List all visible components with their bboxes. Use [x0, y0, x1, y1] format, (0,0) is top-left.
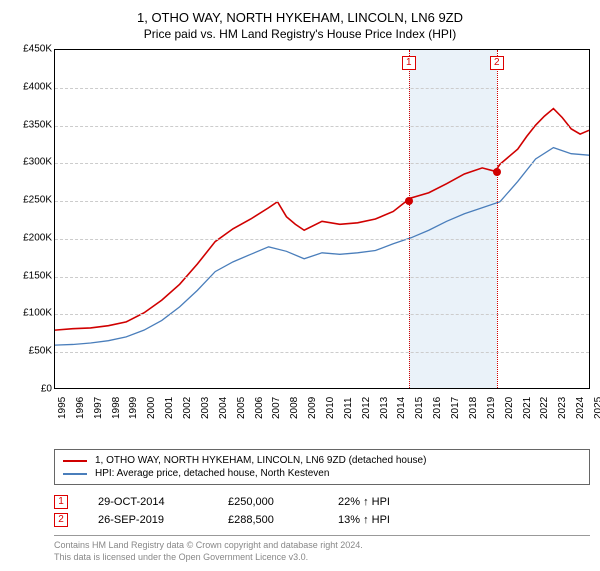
gridline	[55, 201, 589, 202]
gridline	[55, 352, 589, 353]
x-tick-label: 2023	[557, 397, 568, 419]
y-tick-label: £0	[41, 384, 52, 395]
y-tick-label: £100K	[23, 308, 52, 319]
gridline	[55, 88, 589, 89]
x-tick-label: 2014	[396, 397, 407, 419]
y-tick-label: £50K	[29, 346, 52, 357]
gridline	[55, 239, 589, 240]
chart-area: £0 £50K £100K £150K £200K £250K £300K £350K £400…	[10, 49, 590, 409]
x-axis: 1995199619971998199920002001200220032004…	[54, 389, 590, 409]
y-tick-label: £200K	[23, 232, 52, 243]
x-tick-label: 2004	[218, 397, 229, 419]
sale-delta: 22% ↑ HPI	[338, 496, 438, 508]
x-tick-label: 1995	[57, 397, 68, 419]
y-tick-label: £350K	[23, 119, 52, 130]
x-tick-label: 2002	[182, 397, 193, 419]
x-tick-label: 2000	[146, 397, 157, 419]
sale-delta: 13% ↑ HPI	[338, 514, 438, 526]
y-tick-label: £300K	[23, 157, 52, 168]
sale-price: £288,500	[228, 514, 308, 526]
x-tick-label: 1999	[128, 397, 139, 419]
x-tick-label: 2013	[379, 397, 390, 419]
gridline	[55, 126, 589, 127]
y-axis: £0£50K£100K£150K£200K£250K£300K£350K£400…	[10, 49, 54, 389]
event-line	[409, 50, 410, 388]
sales-table: 1 29-OCT-2014 £250,000 22% ↑ HPI 2 26-SEP-201…	[54, 493, 590, 529]
x-tick-label: 2019	[486, 397, 497, 419]
legend-item: HPI: Average price, detached house, Nort…	[63, 467, 581, 480]
x-tick-label: 2012	[361, 397, 372, 419]
x-tick-label: 1997	[93, 397, 104, 419]
chart-title: 1, OTHO WAY, NORTH HYKEHAM, LINCOLN, LN6…	[10, 10, 590, 25]
x-tick-label: 2016	[432, 397, 443, 419]
legend-label: HPI: Average price, detached house, Nort…	[95, 468, 329, 479]
plot-area: 12	[54, 49, 590, 389]
series-property	[55, 109, 589, 331]
sale-point	[405, 197, 413, 205]
legend-swatch	[63, 460, 87, 462]
x-tick-label: 2009	[307, 397, 318, 419]
gridline	[55, 277, 589, 278]
x-tick-label: 1996	[75, 397, 86, 419]
sale-marker: 1	[54, 495, 68, 509]
gridline	[55, 163, 589, 164]
sale-date: 29-OCT-2014	[98, 496, 198, 508]
x-tick-label: 2025	[593, 397, 600, 419]
sale-marker: 2	[54, 513, 68, 527]
x-tick-label: 2010	[325, 397, 336, 419]
sale-row: 1 29-OCT-2014 £250,000 22% ↑ HPI	[54, 493, 590, 511]
series-svg	[55, 50, 589, 388]
event-marker: 1	[402, 56, 416, 70]
x-tick-label: 2006	[254, 397, 265, 419]
footer-line2: This data is licensed under the Open Gov…	[54, 552, 590, 564]
x-tick-label: 2022	[539, 397, 550, 419]
y-tick-label: £250K	[23, 195, 52, 206]
x-tick-label: 2001	[164, 397, 175, 419]
x-tick-label: 2011	[343, 397, 354, 419]
x-tick-label: 2003	[200, 397, 211, 419]
footer-line1: Contains HM Land Registry data © Crown c…	[54, 540, 590, 552]
legend-label: 1, OTHO WAY, NORTH HYKEHAM, LINCOLN, LN6…	[95, 455, 426, 466]
event-line	[497, 50, 498, 388]
sale-point	[493, 168, 501, 176]
legend-swatch	[63, 473, 87, 475]
x-tick-label: 2021	[522, 397, 533, 419]
sale-date: 26-SEP-2019	[98, 514, 198, 526]
legend: 1, OTHO WAY, NORTH HYKEHAM, LINCOLN, LN6…	[54, 449, 590, 485]
x-tick-label: 2018	[468, 397, 479, 419]
chart-subtitle: Price paid vs. HM Land Registry's House …	[10, 27, 590, 41]
chart-container: 1, OTHO WAY, NORTH HYKEHAM, LINCOLN, LN6…	[0, 0, 600, 571]
x-tick-label: 2005	[236, 397, 247, 419]
sale-price: £250,000	[228, 496, 308, 508]
x-tick-label: 2020	[504, 397, 515, 419]
x-tick-label: 1998	[111, 397, 122, 419]
legend-item: 1, OTHO WAY, NORTH HYKEHAM, LINCOLN, LN6…	[63, 454, 581, 467]
footer-attribution: Contains HM Land Registry data © Crown c…	[54, 535, 590, 563]
series-hpi	[55, 148, 589, 346]
x-tick-label: 2008	[289, 397, 300, 419]
x-tick-label: 2024	[575, 397, 586, 419]
x-tick-label: 2017	[450, 397, 461, 419]
y-tick-label: £450K	[23, 44, 52, 55]
x-tick-label: 2007	[271, 397, 282, 419]
y-tick-label: £150K	[23, 270, 52, 281]
gridline	[55, 314, 589, 315]
sale-row: 2 26-SEP-2019 £288,500 13% ↑ HPI	[54, 511, 590, 529]
x-tick-label: 2015	[414, 397, 425, 419]
event-marker: 2	[490, 56, 504, 70]
y-tick-label: £400K	[23, 81, 52, 92]
